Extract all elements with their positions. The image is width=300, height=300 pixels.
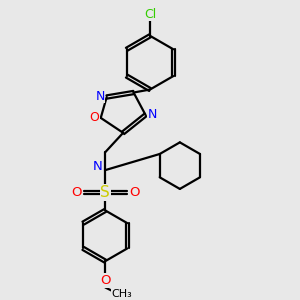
Text: S: S	[100, 185, 110, 200]
Text: O: O	[71, 186, 82, 199]
Text: Cl: Cl	[144, 8, 156, 21]
Text: N: N	[93, 160, 103, 173]
Text: O: O	[129, 186, 140, 199]
Text: CH₃: CH₃	[111, 289, 132, 299]
Text: N: N	[147, 107, 157, 121]
Text: N: N	[95, 90, 105, 103]
Text: O: O	[100, 274, 110, 287]
Text: O: O	[89, 111, 99, 124]
